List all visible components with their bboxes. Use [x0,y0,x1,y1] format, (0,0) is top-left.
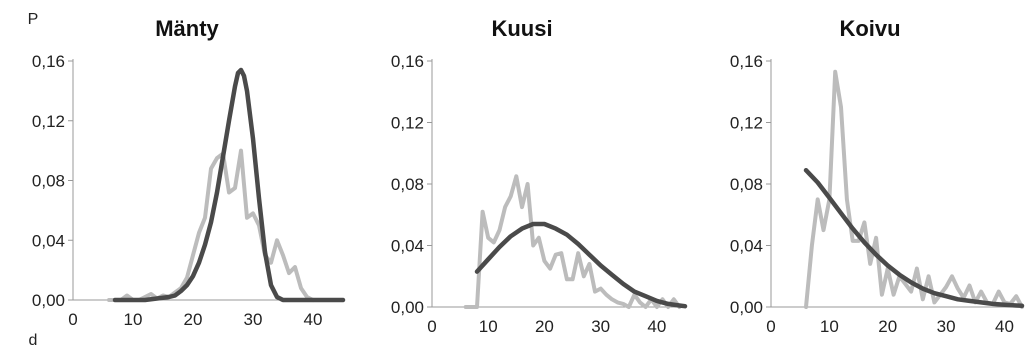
y-tick-label: 0,12 [32,112,65,131]
y-tick-label: 0,12 [391,114,424,133]
chart-manty: Mänty 0,00 0,04 0,08 0,12 0,16 0 10 20 30 40 [32,16,346,329]
x-axis-label: d [29,332,38,347]
x-tick-label: 30 [244,310,263,329]
x-tick-label: 30 [937,317,956,336]
x-tick-label: 10 [124,310,143,329]
y-tick-label: 0,04 [391,237,424,256]
chart-koivu: Koivu 0,00 0,04 0,08 0,12 0,16 0 10 20 30 40 [730,16,1025,336]
y-tick-label: 0,16 [32,52,65,71]
x-tick-label: 0 [427,317,436,336]
x-tick-label: 30 [591,317,610,336]
fitted-series-line [474,221,688,309]
y-tick-label: 0,16 [730,52,763,71]
x-tick-label: 20 [184,310,203,329]
x-tick-label: 40 [304,310,323,329]
x-tick-label: 40 [647,317,666,336]
x-tick-label: 0 [766,317,775,336]
y-axis-label: P [28,11,39,28]
y-tick-label: 0,00 [391,298,424,317]
observed-series-line [804,69,1024,309]
chart-title: Koivu [839,16,900,41]
y-tick-label: 0,08 [391,175,424,194]
y-tick-label: 0,08 [32,172,65,191]
y-tick-label: 0,00 [730,298,763,317]
chart-panels: Mänty 0,00 0,04 0,08 0,12 0,16 0 10 20 30 40 Kuusi 0… [32,16,1025,336]
y-tick-label: 0,00 [32,291,65,310]
x-tick-label: 20 [878,317,897,336]
x-tick-label: 10 [820,317,839,336]
fitted-series-line [112,67,346,303]
chart-title: Mänty [155,16,219,41]
fitted-series-line [803,167,1025,309]
x-tick-label: 20 [535,317,554,336]
x-tick-label: 10 [479,317,498,336]
y-tick-label: 0,16 [391,52,424,71]
y-tick-label: 0,04 [730,237,763,256]
observed-series-line [107,148,315,302]
y-tick-label: 0,12 [730,114,763,133]
chart-kuusi: Kuusi 0,00 0,04 0,08 0,12 0,16 0 10 20 30 40 [391,16,688,336]
chart-title: Kuusi [491,16,552,41]
x-tick-label: 40 [995,317,1014,336]
y-tick-label: 0,04 [32,231,65,250]
x-tick-label: 0 [68,310,77,329]
observed-series-line [463,174,682,309]
y-tick-label: 0,08 [730,175,763,194]
